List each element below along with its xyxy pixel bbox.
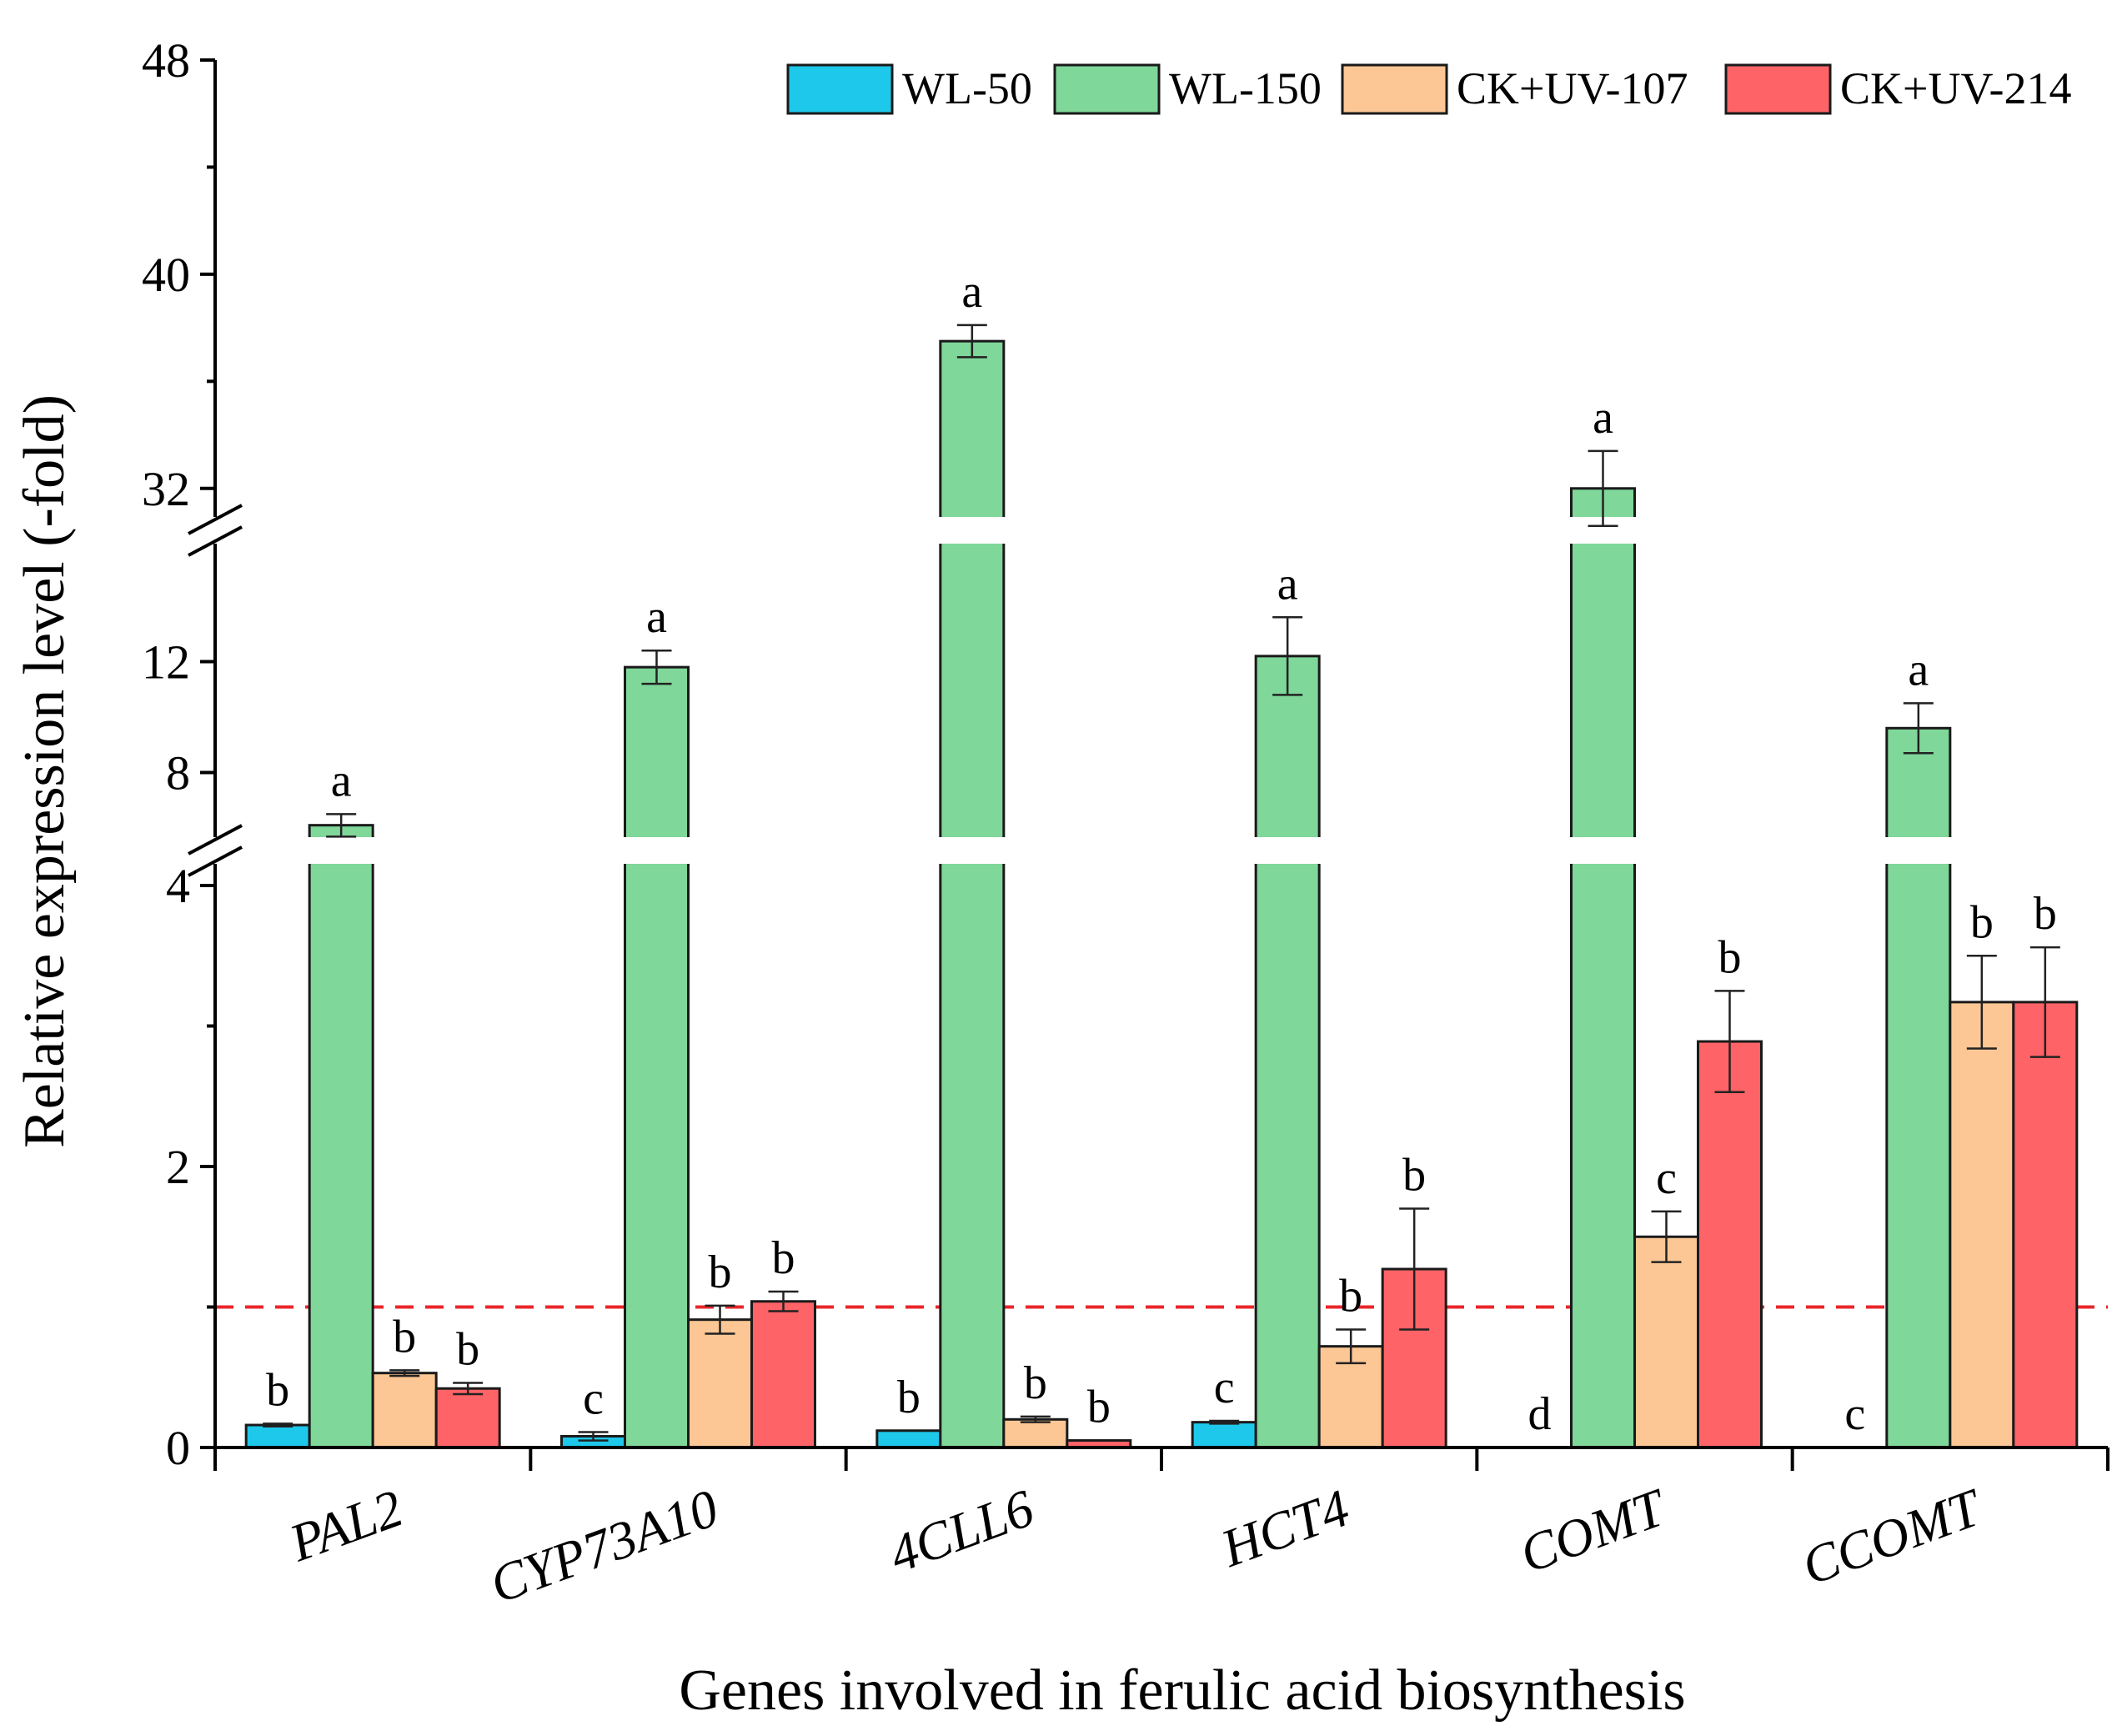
significance-letter: b <box>393 1311 416 1362</box>
significance-letter: a <box>331 755 352 806</box>
significance-letter: b <box>1024 1357 1047 1409</box>
significance-letter: a <box>646 591 667 643</box>
bar-wl-150-hct4 <box>1254 655 1321 1449</box>
y-tick-label: 0 <box>166 1421 190 1475</box>
bar-ck-uv-214-cyp73a10 <box>750 1300 816 1449</box>
y-tick-label: 8 <box>166 746 190 800</box>
legend-swatch <box>1724 63 1832 115</box>
significance-letter: b <box>2034 888 2057 940</box>
bar-wl-150-4cll6 <box>939 339 1006 1449</box>
significance-letter: b <box>1087 1382 1111 1433</box>
significance-letter: b <box>772 1232 795 1284</box>
axis-break-mark <box>188 824 243 855</box>
significance-letter: b <box>709 1247 732 1298</box>
legend-swatch <box>1053 63 1161 115</box>
bar-wl-50-hct4 <box>1191 1421 1257 1449</box>
bar-ck-uv-107-cyp73a10 <box>687 1318 753 1449</box>
x-category-label: CYP73A10 <box>483 1478 726 1614</box>
bar-ck-uv-107-pal2 <box>371 1372 438 1449</box>
bar-ck-uv-214-ccomt <box>2012 1001 2079 1449</box>
significance-letter: c <box>1214 1362 1235 1413</box>
significance-letter: b <box>897 1372 921 1423</box>
bar-wl-50-4cll6 <box>875 1429 942 1449</box>
bar-break-gap <box>622 837 691 864</box>
significance-letter: b <box>1718 931 1742 983</box>
y-axis-title: Relative expression level (-fold) <box>13 394 77 1148</box>
bar-wl-150-ccomt <box>1885 726 1952 1449</box>
bar-break-gap <box>937 837 1006 864</box>
bar-ck-uv-214-comt <box>1697 1040 1763 1449</box>
axis-break-mark <box>188 525 243 557</box>
significance-letter: b <box>1402 1150 1426 1202</box>
significance-letter: c <box>583 1372 604 1424</box>
bar-ck-uv-107-comt <box>1633 1235 1699 1449</box>
bar-wl-150-pal2 <box>308 824 374 1449</box>
significance-letter: a <box>1593 392 1613 444</box>
bar-wl-150-cyp73a10 <box>624 665 690 1449</box>
y-tick-label: 12 <box>142 635 190 690</box>
axis-break-mark <box>188 845 243 877</box>
bar-break-gap <box>937 517 1006 544</box>
y-tick-label: 32 <box>142 462 190 516</box>
bar-ck-uv-107-4cll6 <box>1002 1417 1069 1449</box>
x-category-label: 4CLL6 <box>881 1478 1041 1584</box>
legend-swatch <box>786 63 894 115</box>
significance-letter: a <box>1908 644 1929 695</box>
significance-letter: c <box>1656 1152 1677 1204</box>
legend-label: WL-50 <box>902 63 1032 113</box>
legend-label: CK+UV-107 <box>1457 63 1688 113</box>
bar-ck-uv-214-pal2 <box>434 1387 501 1449</box>
axis-break-mark <box>188 504 243 535</box>
bar-ck-uv-107-ccomt <box>1949 1001 2015 1449</box>
x-axis-title: Genes involved in ferulic acid biosynthe… <box>679 1658 1685 1723</box>
y-tick-label: 48 <box>142 33 190 88</box>
legend-label: CK+UV-214 <box>1840 63 2072 113</box>
bar-break-gap <box>1253 837 1322 864</box>
x-category-label: COMT <box>1512 1477 1676 1584</box>
significance-letter: d <box>1528 1388 1552 1440</box>
bar-wl-150-comt <box>1570 487 1636 1449</box>
significance-letter: c <box>1844 1388 1865 1440</box>
y-tick-label: 4 <box>166 859 190 913</box>
legend-label: WL-150 <box>1169 63 1322 113</box>
y-tick-label: 40 <box>142 248 190 302</box>
y-tick-label: 2 <box>166 1140 190 1194</box>
significance-letter: a <box>1277 558 1298 610</box>
bar-break-gap <box>1568 837 1638 864</box>
significance-letter: a <box>961 266 982 318</box>
x-category-label: CCOMT <box>1794 1477 1991 1597</box>
significance-letter: b <box>1970 896 1994 948</box>
significance-letter: b <box>456 1323 479 1375</box>
bar-break-gap <box>1884 837 1953 864</box>
x-category-label: HCT4 <box>1213 1478 1357 1578</box>
bar-break-gap <box>307 837 376 864</box>
significance-letter: b <box>1339 1270 1362 1322</box>
bar-wl-50-pal2 <box>244 1423 311 1449</box>
x-category-label: PAL2 <box>281 1478 409 1573</box>
legend-swatch <box>1341 63 1448 115</box>
significance-letter: b <box>266 1364 289 1416</box>
